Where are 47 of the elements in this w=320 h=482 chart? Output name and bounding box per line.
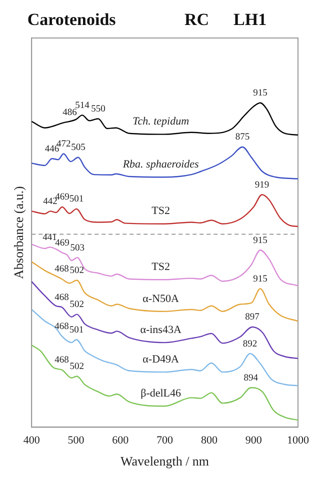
annotation: 446 (44, 144, 60, 154)
annotation: 875 (235, 132, 250, 143)
annotation: 468 (54, 292, 70, 303)
annotation: 894 (244, 373, 258, 384)
series-label: α-N50A (142, 292, 180, 305)
annotation: 502 (70, 362, 84, 372)
text: LH1 (234, 10, 267, 29)
text: Carotenoids (27, 10, 116, 29)
annotation: 514 (75, 100, 90, 111)
x-tick-label: 1000 (287, 434, 310, 447)
annotation: 919 (254, 180, 270, 190)
annotation: 468 (54, 356, 70, 366)
series-label: Rba. sphaeroides (122, 158, 199, 171)
series-label: α-ins43A (140, 324, 182, 336)
annotation: 915 (253, 236, 268, 246)
annotation: 550 (91, 104, 106, 115)
annotation: 468 (54, 322, 70, 332)
annotation: 501 (69, 194, 84, 205)
x-tick-label: 800 (200, 434, 218, 447)
x-tick-label: 600 (112, 434, 130, 447)
annotation: 502 (70, 300, 84, 310)
annotation: 503 (70, 243, 85, 254)
x-tick-label: 400 (23, 434, 40, 447)
x-tick-label: 500 (68, 434, 85, 447)
y-axis-title: Absorbance (a.u.) (11, 186, 26, 279)
annotation: 897 (245, 312, 260, 323)
annotation: 441 (42, 232, 58, 243)
series-label: TS2 (152, 205, 170, 218)
annotation: 468 (54, 264, 70, 275)
annotation: 486 (62, 108, 78, 118)
x-tick-label: 900 (245, 434, 262, 447)
annotation: 469 (55, 238, 70, 248)
series-label: TS2 (152, 261, 170, 274)
series-label: Tch. tepidum (132, 116, 190, 128)
annotation: 442 (43, 196, 58, 207)
annotation: 501 (69, 325, 84, 336)
annotation: 505 (71, 143, 86, 154)
annotation: 915 (253, 88, 268, 99)
x-tick-label: 700 (156, 434, 174, 447)
x-axis-title: Wavelength / nm (120, 454, 210, 469)
annotation: 892 (242, 339, 258, 350)
annotation: 915 (253, 274, 268, 284)
series-label: α-D49A (142, 353, 180, 366)
annotation: 502 (70, 266, 84, 276)
text: RC (184, 10, 210, 29)
series-label: β-delL46 (140, 388, 182, 400)
annotation: 469 (55, 192, 70, 203)
